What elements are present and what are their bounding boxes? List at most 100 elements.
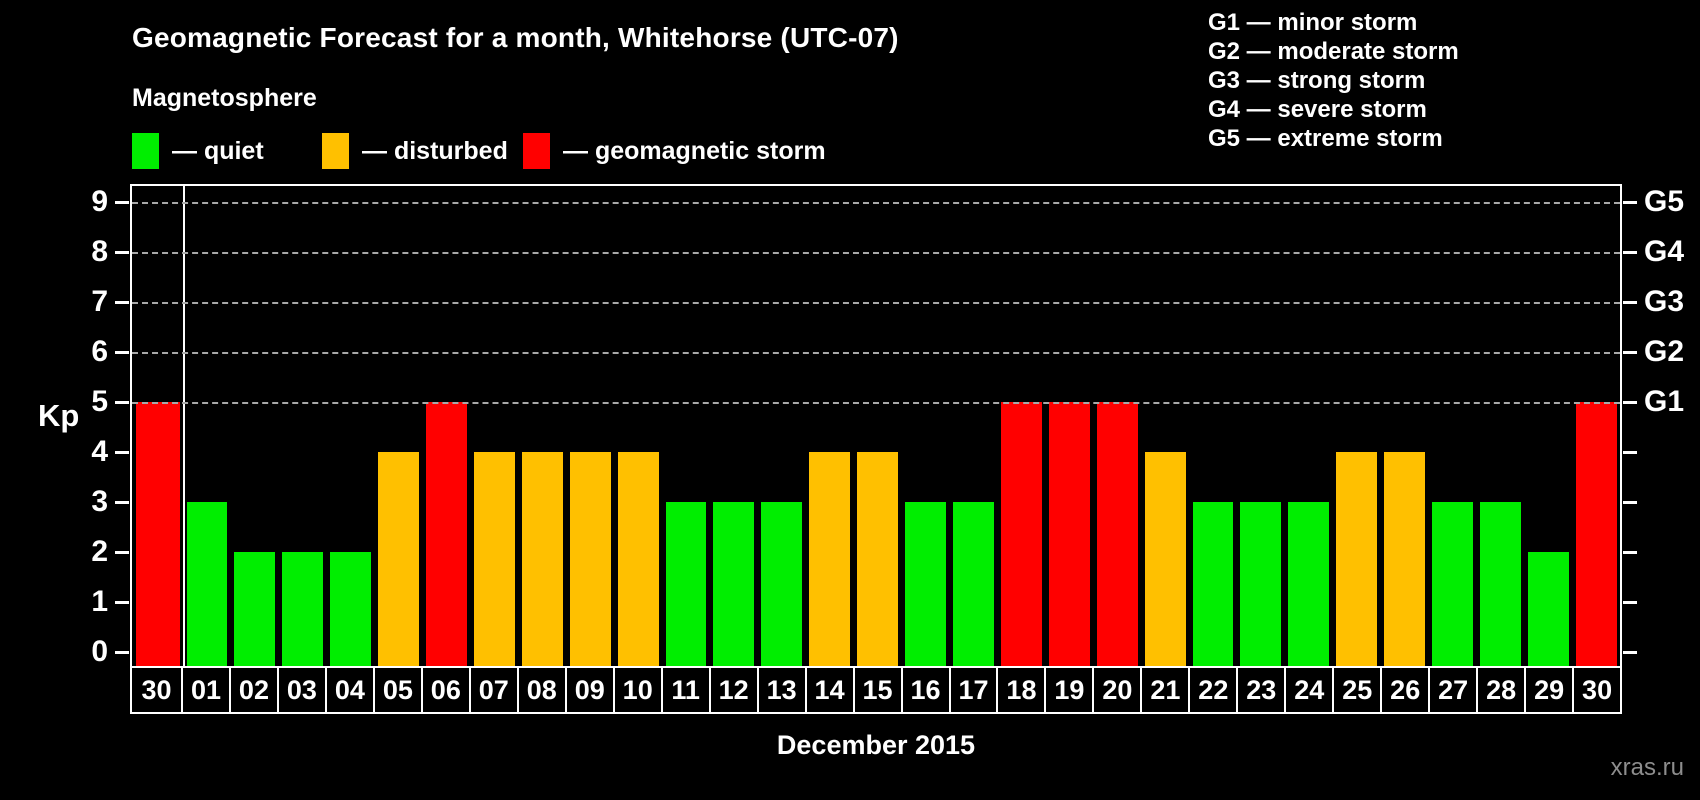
bar-column-05	[375, 186, 423, 666]
bar-column-24	[1285, 186, 1333, 666]
right-axis-label-g1: G1	[1644, 385, 1685, 418]
kp-bar-day-29	[1527, 552, 1569, 666]
day-label-18: 18	[996, 666, 1047, 714]
kp-bar-day-11	[665, 502, 707, 666]
bar-column-03	[279, 186, 327, 666]
day-label-21: 21	[1140, 666, 1191, 714]
kp-bar-day-06	[426, 402, 467, 666]
kp-bar-day-16	[905, 502, 946, 666]
bar-column-29	[1524, 186, 1572, 666]
day-label-03: 03	[276, 666, 327, 714]
y-tick-right	[1623, 451, 1637, 454]
day-label-27: 27	[1428, 666, 1479, 714]
day-label-30: 30	[1572, 666, 1623, 714]
kp-bar-day-23	[1240, 502, 1282, 666]
kp-bar-day-08	[521, 452, 563, 666]
bar-column-21	[1141, 186, 1189, 666]
day-label-02: 02	[228, 666, 279, 714]
kp-bar-day-17	[953, 502, 994, 666]
y-tick-label: 3	[91, 485, 108, 518]
y-tick-right	[1623, 301, 1637, 304]
bar-column-13	[758, 186, 806, 666]
day-label-23: 23	[1236, 666, 1287, 714]
bar-column-28	[1476, 186, 1524, 666]
day-labels-row: 30 01 02 03 04 05 06 07 08 09 10 11 12 13 14 15 16 17 18 19…	[130, 666, 1623, 714]
month-separator-line	[183, 186, 185, 666]
y-tick-label: 6	[91, 335, 108, 368]
y-tick-left	[115, 351, 129, 354]
kp-bar-day-22	[1192, 502, 1234, 666]
kp-bar-day-21	[1144, 452, 1186, 666]
bar-column-25	[1333, 186, 1381, 666]
day-label-17: 17	[948, 666, 999, 714]
kp-bar-day-18	[1000, 402, 1042, 666]
y-tick-label: 2	[91, 535, 108, 568]
kp-bar-day-13	[761, 502, 803, 666]
kp-bar-day-10	[617, 452, 659, 666]
y-tick-left	[115, 451, 129, 454]
y-tick-left	[115, 601, 129, 604]
kp-bar-day-27	[1432, 502, 1473, 666]
bar-column-27	[1429, 186, 1477, 666]
y-axis-label: Kp	[38, 398, 80, 433]
y-tick-label: 0	[91, 635, 108, 668]
y-tick-left	[115, 251, 129, 254]
day-label-28: 28	[1476, 666, 1527, 714]
kp-bar-day-28	[1479, 502, 1521, 666]
kp-bar-day-04	[330, 552, 372, 666]
bar-column-26	[1381, 186, 1429, 666]
kp-bar-day-25	[1336, 452, 1378, 666]
y-tick-left	[115, 201, 129, 204]
right-axis-label-g4: G4	[1644, 235, 1685, 268]
kp-bar-day-01	[186, 502, 228, 666]
kp-bar-day-07	[473, 452, 515, 666]
legend-label: — disturbed	[362, 136, 508, 165]
gridline-kp-9	[132, 202, 1620, 204]
g-legend-line: G4 — severe storm	[1208, 96, 1427, 123]
bar-column-20	[1093, 186, 1141, 666]
kp-bar-day-15	[857, 452, 899, 666]
right-axis-label-g3: G3	[1644, 285, 1685, 318]
gridline-kp-8	[132, 252, 1620, 254]
kp-bar-day-30	[1575, 402, 1617, 666]
legend-label: — geomagnetic storm	[563, 136, 826, 165]
watermark: xras.ru	[1610, 754, 1684, 781]
bar-column-07	[470, 186, 518, 666]
day-label-29: 29	[1524, 666, 1575, 714]
day-label-01: 01	[181, 666, 231, 714]
bar-column-17	[950, 186, 998, 666]
y-tick-left	[115, 501, 129, 504]
day-label-12: 12	[708, 666, 759, 714]
y-tick-label: 5	[91, 385, 108, 418]
y-tick-right	[1623, 651, 1637, 654]
y-tick-left	[115, 651, 129, 654]
day-label-05: 05	[372, 666, 423, 714]
bar-column-19	[1045, 186, 1093, 666]
legend-heading: Magnetosphere	[132, 84, 317, 112]
day-label-prev-30: 30	[130, 666, 183, 714]
bar-column-prev-30	[132, 186, 183, 666]
y-tick-left	[115, 301, 129, 304]
legend-label: — quiet	[172, 136, 264, 165]
y-tick-left	[115, 401, 129, 404]
day-label-04: 04	[324, 666, 375, 714]
bar-column-11	[662, 186, 710, 666]
g-legend-line: G1 — minor storm	[1208, 9, 1418, 36]
right-axis-label-g5: G5	[1644, 185, 1685, 218]
bar-column-14	[806, 186, 854, 666]
gridline-kp-7	[132, 302, 1620, 304]
day-label-07: 07	[468, 666, 519, 714]
y-tick-right	[1623, 251, 1637, 254]
y-tick-right	[1623, 351, 1637, 354]
legend-swatch-disturbed-icon	[322, 133, 349, 169]
x-axis-label: December 2015	[776, 730, 976, 760]
y-tick-label: 8	[91, 235, 108, 268]
day-label-06: 06	[420, 666, 471, 714]
legend-item-disturbed: — disturbed	[322, 132, 508, 170]
kp-bar-day-20	[1096, 402, 1138, 666]
day-label-14: 14	[804, 666, 855, 714]
day-label-09: 09	[564, 666, 615, 714]
bar-column-02	[231, 186, 279, 666]
legend-swatch-storm-icon	[523, 133, 550, 169]
